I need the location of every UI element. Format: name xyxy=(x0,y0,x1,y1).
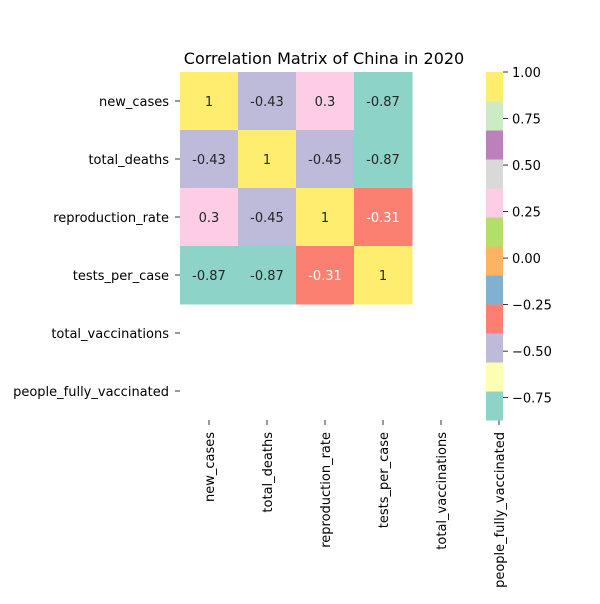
x-tick-label: tests_per_case xyxy=(377,432,392,528)
y-tick-label: total_vaccinations xyxy=(51,327,169,342)
heatmap-cell xyxy=(354,188,413,247)
colorbar-segment xyxy=(486,101,503,131)
heatmap-cell xyxy=(238,246,297,305)
cell-annotation: -0.31 xyxy=(308,269,342,284)
x-tick-label: total_vaccinations xyxy=(435,432,450,550)
cell-annotation: -0.87 xyxy=(366,153,400,168)
y-tick-label: new_cases xyxy=(99,95,169,110)
cell-annotation: -0.87 xyxy=(366,95,400,110)
heatmap-cell xyxy=(296,130,355,189)
cell-annotation: 0.3 xyxy=(315,95,336,110)
x-tick-label: people_fully_vaccinated xyxy=(493,432,508,588)
cell-annotations: 1 -0.43 0.3 -0.87 -0.43 1 -0.45 -0.87 0.3 -0.45 1 -… xyxy=(192,95,400,284)
heatmap-cell xyxy=(180,72,239,131)
colorbar: 1.00 0.75 0.50 0.25 0.00 −0.25 −0.50 −0.75 xyxy=(486,66,552,421)
cell-annotation: 1 xyxy=(263,153,271,168)
heatmap-cell xyxy=(238,72,297,131)
y-tick-label: tests_per_case xyxy=(73,269,169,284)
colorbar-segment xyxy=(486,159,503,189)
heatmap-cells xyxy=(180,72,413,305)
x-tick-label: total_deaths xyxy=(261,432,276,513)
cell-annotation: 1 xyxy=(205,95,213,110)
cell-annotation: 1 xyxy=(379,269,387,284)
heatmap-cell xyxy=(238,188,297,247)
cell-annotation: -0.45 xyxy=(308,153,342,168)
x-tick-label: new_cases xyxy=(203,432,218,502)
heatmap-cell xyxy=(238,130,297,189)
colorbar-tick-label: −0.50 xyxy=(512,345,552,360)
colorbar-segment xyxy=(486,72,503,102)
heatmap-cell xyxy=(180,188,239,247)
x-axis-labels: new_cases total_deaths reproduction_rate te… xyxy=(203,420,508,588)
heatmap-cell xyxy=(180,246,239,305)
cell-annotation: -0.87 xyxy=(192,269,226,284)
chart-title: Correlation Matrix of China in 2020 xyxy=(184,49,464,68)
cell-annotation: 1 xyxy=(321,211,329,226)
heatmap-cell xyxy=(354,72,413,131)
y-tick-label: total_deaths xyxy=(88,153,169,168)
colorbar-tick-label: 0.00 xyxy=(512,252,541,267)
y-tick-label: reproduction_rate xyxy=(53,211,169,226)
cell-annotation: -0.43 xyxy=(192,153,226,168)
y-tick-label: people_fully_vaccinated xyxy=(13,385,169,400)
cell-annotation: -0.45 xyxy=(250,211,284,226)
colorbar-segment xyxy=(486,188,503,218)
colorbar-tick-label: 1.00 xyxy=(512,66,541,81)
colorbar-segment xyxy=(486,304,503,334)
heatmap-cell xyxy=(354,130,413,189)
cell-annotation: -0.87 xyxy=(250,269,284,284)
colorbar-tick-label: 0.75 xyxy=(512,113,541,128)
colorbar-segment xyxy=(486,391,503,421)
heatmap-cell xyxy=(296,246,355,305)
colorbar-tick-label: −0.25 xyxy=(512,299,552,314)
x-tick-label: reproduction_rate xyxy=(319,432,334,548)
y-axis-labels: new_cases total_deaths reproduction_ratete… xyxy=(13,95,180,400)
cell-annotation: -0.31 xyxy=(366,211,400,226)
cell-annotation: -0.43 xyxy=(250,95,284,110)
heatmap-cell xyxy=(354,246,413,305)
colorbar-segment xyxy=(486,362,503,392)
colorbar-segment xyxy=(486,217,503,247)
colorbar-segment xyxy=(486,333,503,363)
heatmap-cell xyxy=(180,130,239,189)
colorbar-tick-label: 0.25 xyxy=(512,206,541,221)
colorbar-segment xyxy=(486,246,503,276)
cell-annotation: 0.3 xyxy=(199,211,220,226)
colorbar-segment xyxy=(486,130,503,160)
colorbar-segment xyxy=(486,275,503,305)
colorbar-tick-label: −0.75 xyxy=(512,392,552,407)
colorbar-tick-label: 0.50 xyxy=(512,159,541,174)
heatmap-cell xyxy=(296,188,355,247)
heatmap-cell xyxy=(296,72,355,131)
